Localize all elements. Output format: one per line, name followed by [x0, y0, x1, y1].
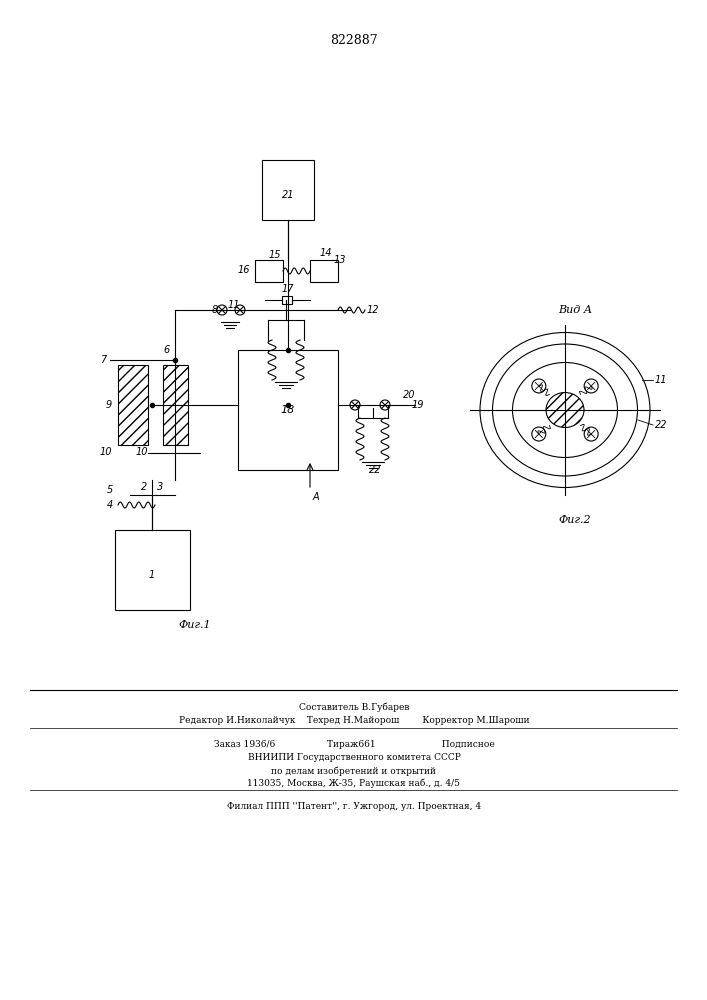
Text: 2: 2	[141, 482, 147, 492]
Text: 11: 11	[228, 300, 240, 310]
Text: 8: 8	[212, 305, 218, 315]
Bar	[163, 365, 188, 445]
Circle shape	[532, 379, 546, 393]
Text: 20: 20	[403, 390, 416, 400]
Bar	[115, 530, 190, 610]
Text: 12: 12	[367, 305, 380, 315]
Text: по делам изобретений и открытий: по делам изобретений и открытий	[271, 766, 436, 776]
Bar	[255, 260, 283, 282]
Text: 3: 3	[157, 482, 163, 492]
Text: 4: 4	[107, 500, 113, 510]
Circle shape	[350, 400, 360, 410]
Text: 21: 21	[282, 190, 294, 200]
Text: 7: 7	[100, 355, 106, 365]
Text: 10: 10	[100, 447, 112, 457]
Text: 22: 22	[369, 465, 381, 475]
Bar	[262, 160, 314, 220]
Text: 1: 1	[149, 570, 155, 580]
Text: Филиал ППП ''Патент'', г. Ужгород, ул. Проектная, 4: Филиал ППП ''Патент'', г. Ужгород, ул. П…	[227, 802, 481, 811]
Text: Редактор И.Николайчук    Техред Н.Майорош        Корректор М.Шароши: Редактор И.Николайчук Техред Н.Майорош К…	[179, 716, 530, 725]
Text: Фиг.2: Фиг.2	[559, 515, 591, 525]
Circle shape	[584, 379, 598, 393]
Circle shape	[532, 427, 546, 441]
Text: 18: 18	[281, 405, 295, 415]
Text: A: A	[313, 492, 320, 502]
Text: Фиг.1: Фиг.1	[179, 620, 211, 630]
Ellipse shape	[546, 392, 584, 428]
Text: 15: 15	[269, 250, 281, 260]
Circle shape	[380, 400, 390, 410]
Bar	[118, 365, 148, 445]
Bar	[238, 350, 338, 470]
Text: 113035, Москва, Ж-35, Раушская наб., д. 4/5: 113035, Москва, Ж-35, Раушская наб., д. …	[247, 779, 460, 788]
Text: 19: 19	[412, 400, 424, 410]
Text: 9: 9	[106, 400, 112, 410]
Text: 822887: 822887	[330, 33, 378, 46]
Text: ВНИИПИ Государственного комитета СССР: ВНИИПИ Государственного комитета СССР	[247, 753, 460, 762]
Text: 11: 11	[655, 375, 667, 385]
Ellipse shape	[513, 362, 617, 458]
Text: Составитель В.Губарев: Составитель В.Губарев	[299, 702, 409, 712]
Text: 5: 5	[107, 485, 113, 495]
Text: 17: 17	[282, 284, 294, 294]
Bar	[310, 260, 338, 282]
Circle shape	[235, 305, 245, 315]
Circle shape	[217, 305, 227, 315]
Text: Вид А: Вид А	[558, 305, 592, 315]
Text: 22: 22	[655, 420, 667, 430]
Text: Заказ 1936/6                  Тираж661                       Подписное: Заказ 1936/6 Тираж661 Подписное	[214, 740, 494, 749]
Text: 13: 13	[334, 255, 346, 265]
Ellipse shape	[480, 332, 650, 488]
Circle shape	[584, 427, 598, 441]
Ellipse shape	[493, 344, 638, 476]
Text: 10: 10	[136, 447, 148, 457]
Text: 16: 16	[238, 265, 250, 275]
Text: 6: 6	[164, 345, 170, 355]
Bar	[283, 296, 293, 304]
Text: 14: 14	[320, 248, 332, 258]
